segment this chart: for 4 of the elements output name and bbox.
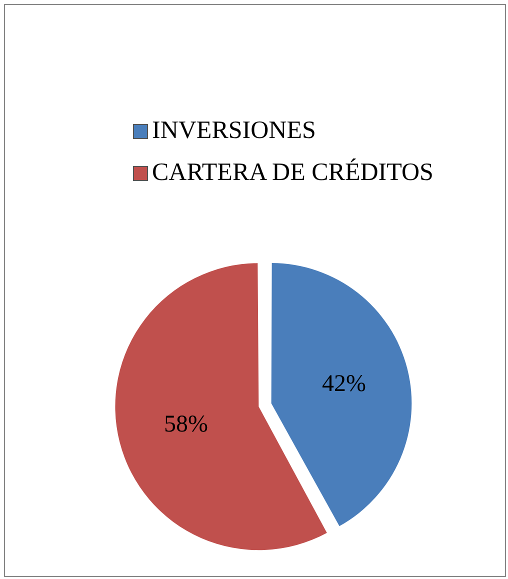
legend-label: INVERSIONES [152,117,316,145]
data-label: 58% [164,412,208,438]
data-label: 42% [322,371,366,398]
legend-label: CARTERA DE CRÉDITOS [152,159,434,187]
